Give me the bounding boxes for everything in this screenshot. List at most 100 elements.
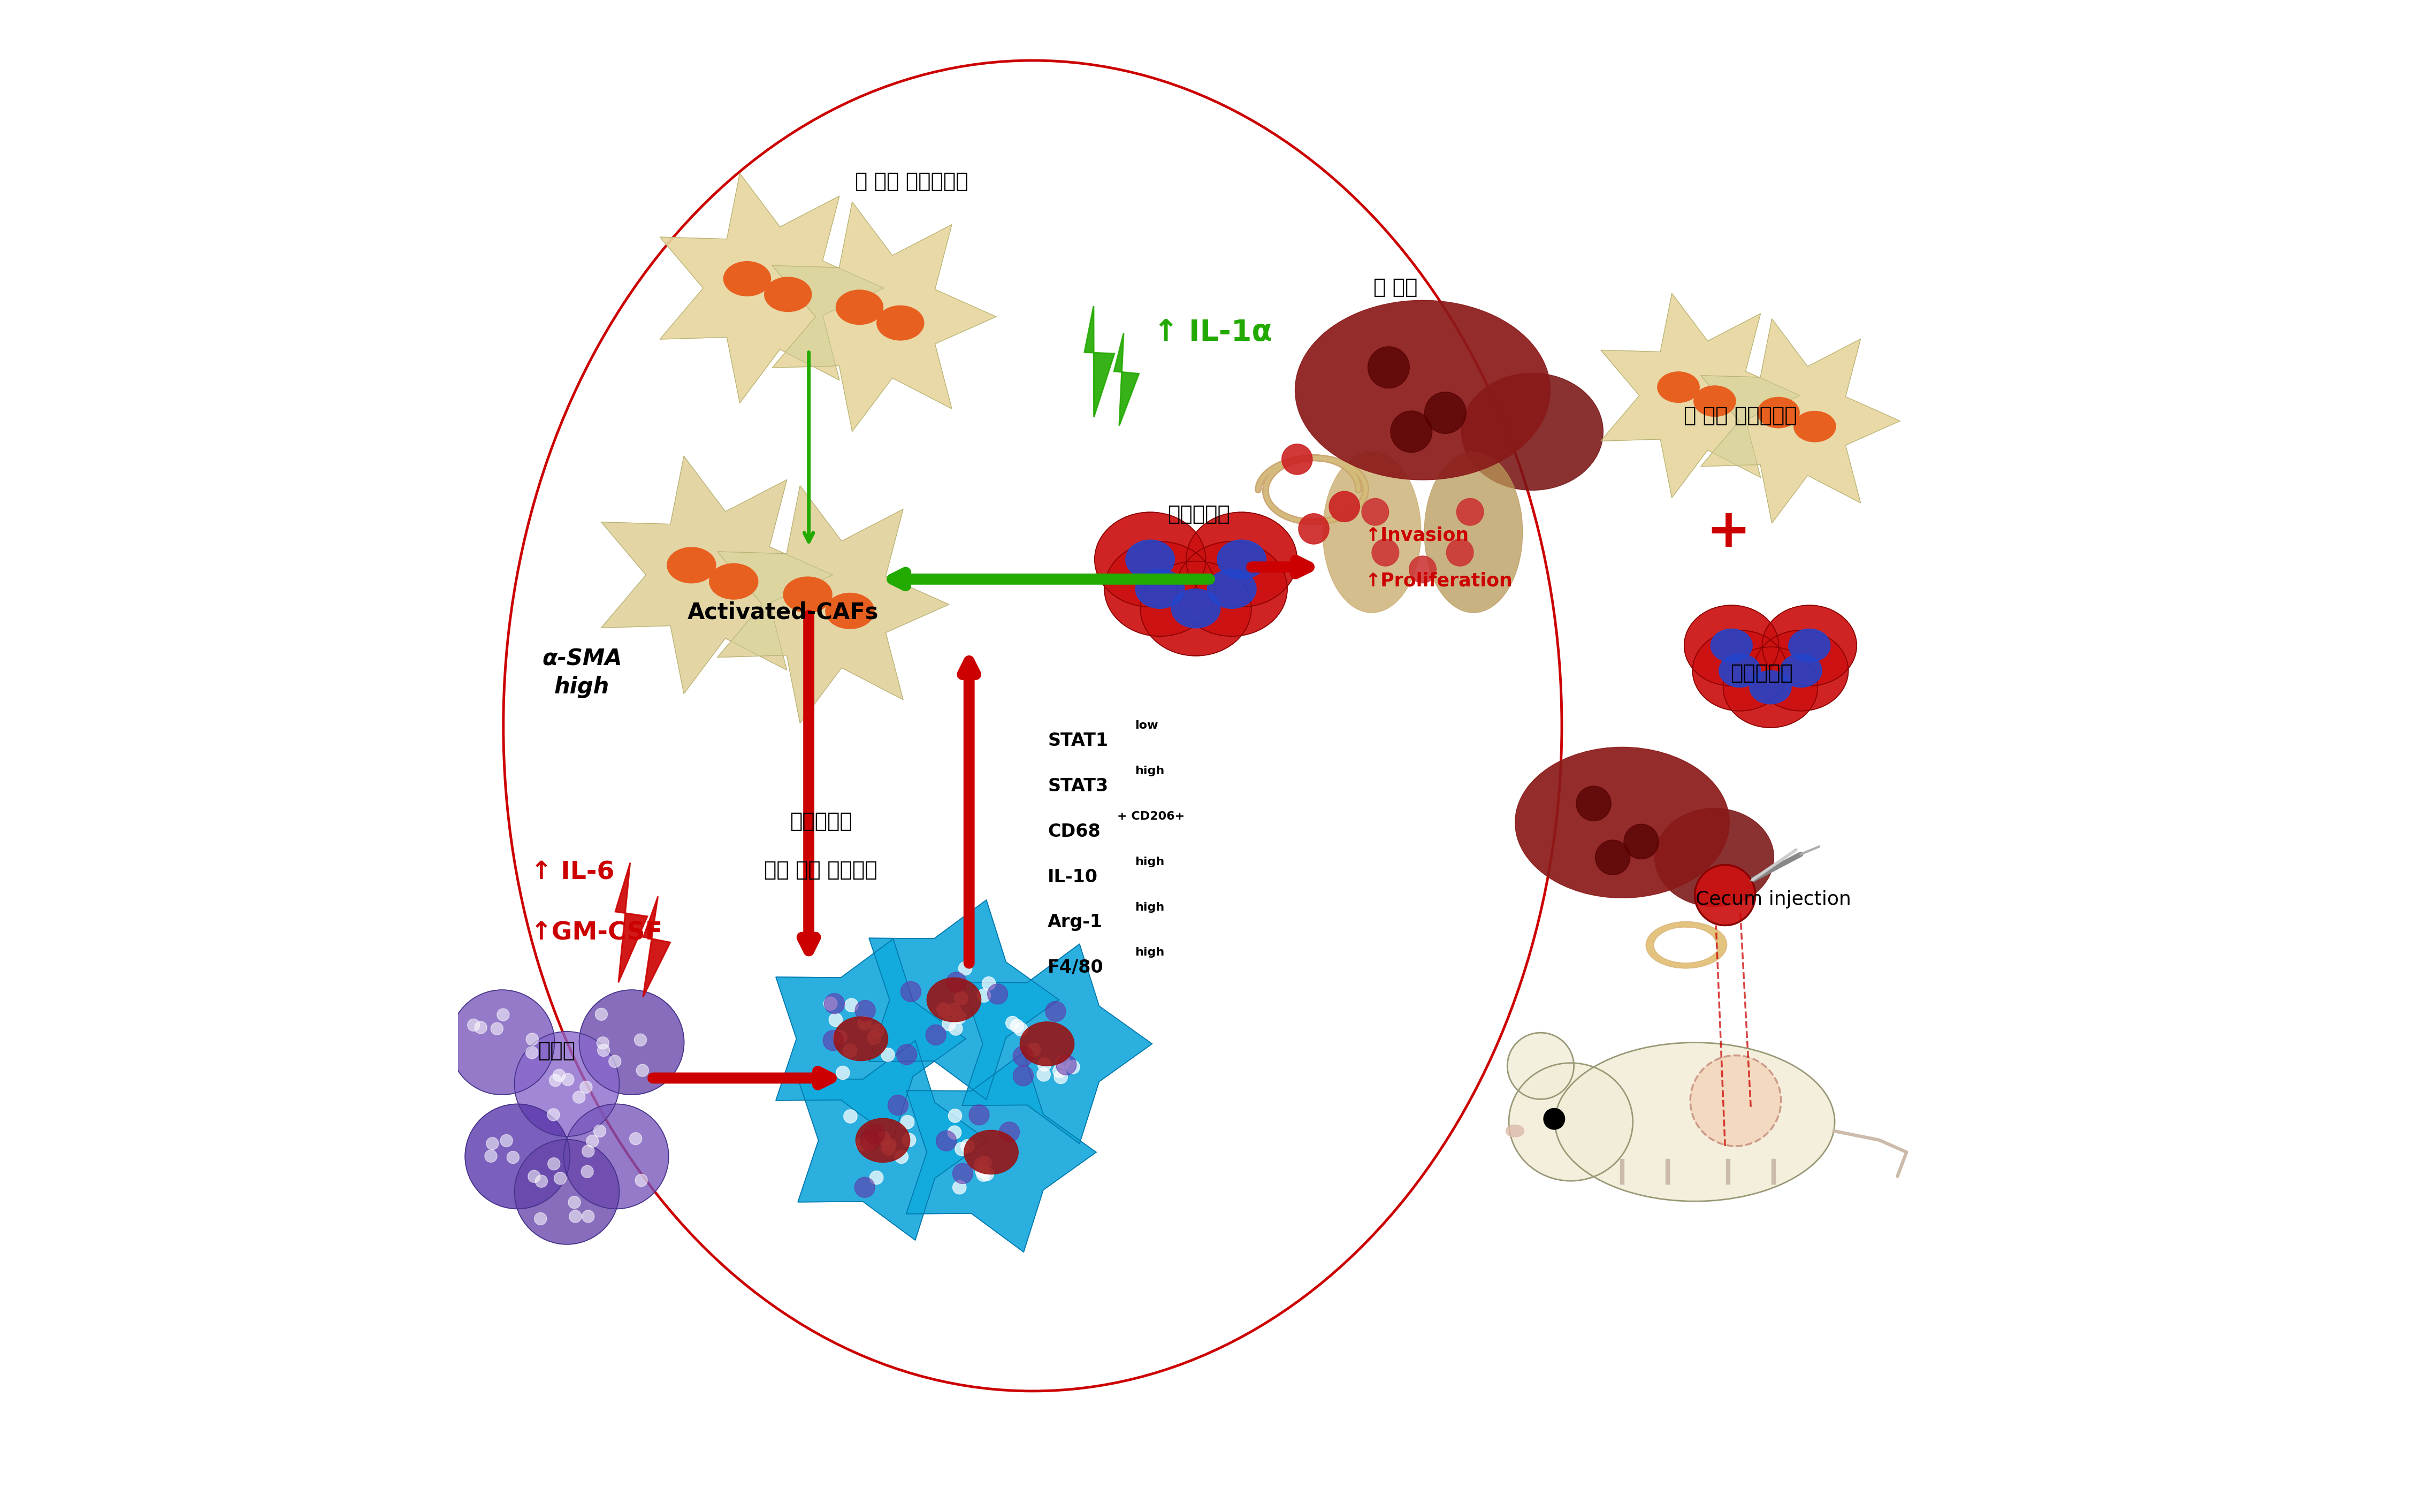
Circle shape [855, 1001, 877, 1021]
Circle shape [952, 1163, 974, 1184]
Circle shape [925, 1025, 947, 1045]
Ellipse shape [1656, 809, 1775, 907]
Circle shape [860, 1129, 881, 1151]
Circle shape [823, 993, 845, 1013]
Ellipse shape [1462, 373, 1602, 490]
Circle shape [1046, 1001, 1066, 1022]
Polygon shape [1700, 319, 1901, 523]
Circle shape [515, 1031, 619, 1137]
Ellipse shape [855, 1119, 910, 1163]
Text: high: high [1134, 856, 1163, 868]
Circle shape [952, 1181, 966, 1194]
Ellipse shape [1170, 588, 1221, 627]
Circle shape [954, 992, 969, 1005]
Ellipse shape [1105, 541, 1216, 637]
Text: ↑Proliferation: ↑Proliferation [1365, 572, 1513, 590]
Polygon shape [961, 943, 1151, 1143]
Circle shape [864, 1123, 884, 1145]
Circle shape [1508, 1033, 1573, 1099]
Circle shape [857, 1016, 872, 1030]
Circle shape [974, 1158, 988, 1172]
Circle shape [903, 1134, 915, 1146]
Ellipse shape [668, 547, 716, 584]
Circle shape [843, 1110, 857, 1123]
Circle shape [855, 1178, 874, 1198]
Ellipse shape [1175, 541, 1287, 637]
Ellipse shape [1685, 605, 1780, 686]
Polygon shape [869, 900, 1059, 1099]
Circle shape [636, 1175, 648, 1187]
Circle shape [1027, 1043, 1042, 1057]
Text: high: high [1134, 765, 1163, 777]
Ellipse shape [1515, 747, 1729, 898]
Circle shape [1005, 1016, 1020, 1030]
Circle shape [1037, 1058, 1051, 1070]
Circle shape [862, 1137, 877, 1151]
Circle shape [1447, 538, 1474, 565]
Circle shape [1362, 499, 1389, 526]
Circle shape [845, 998, 857, 1012]
Circle shape [978, 1157, 991, 1170]
Ellipse shape [1425, 452, 1522, 612]
Circle shape [823, 996, 838, 1010]
Circle shape [1595, 841, 1629, 875]
Circle shape [1695, 865, 1755, 925]
Ellipse shape [1692, 631, 1787, 711]
Text: ↑GM-CSF: ↑GM-CSF [532, 921, 663, 945]
Circle shape [843, 1043, 857, 1057]
Ellipse shape [964, 1129, 1017, 1175]
Circle shape [1624, 824, 1658, 859]
Ellipse shape [1763, 605, 1857, 686]
Polygon shape [1114, 333, 1139, 425]
Circle shape [583, 1210, 595, 1223]
Text: ↑ IL-6: ↑ IL-6 [532, 860, 614, 885]
Circle shape [580, 1166, 592, 1178]
Circle shape [1054, 1064, 1066, 1078]
Ellipse shape [1020, 1022, 1073, 1066]
Ellipse shape [1127, 540, 1175, 579]
Polygon shape [799, 1040, 988, 1240]
Ellipse shape [927, 978, 981, 1022]
Polygon shape [777, 939, 966, 1139]
Circle shape [580, 990, 685, 1095]
Circle shape [573, 1092, 585, 1104]
Text: 종양촉진성: 종양촉진성 [789, 812, 852, 832]
Polygon shape [1600, 293, 1799, 497]
Text: 암 전이: 암 전이 [1374, 277, 1418, 298]
Circle shape [961, 1140, 974, 1154]
Ellipse shape [1323, 452, 1420, 612]
Circle shape [554, 1069, 566, 1081]
Circle shape [833, 1030, 847, 1043]
Circle shape [949, 1022, 961, 1036]
Text: 대장암세포: 대장암세포 [1731, 662, 1792, 683]
Circle shape [947, 1002, 961, 1016]
Text: 암 연관 섬유모세포: 암 연관 섬유모세포 [855, 171, 969, 192]
Polygon shape [777, 939, 966, 1139]
Circle shape [597, 1037, 609, 1049]
Circle shape [959, 962, 971, 975]
Text: F4/80: F4/80 [1046, 959, 1105, 977]
Ellipse shape [724, 262, 770, 296]
Circle shape [1576, 786, 1612, 821]
Circle shape [1367, 346, 1408, 389]
Text: high: high [1134, 947, 1163, 959]
Circle shape [561, 1074, 573, 1086]
Ellipse shape [1758, 398, 1799, 428]
Ellipse shape [1719, 653, 1760, 688]
Circle shape [583, 1145, 595, 1157]
Polygon shape [906, 1052, 1095, 1252]
Ellipse shape [1141, 561, 1250, 656]
Circle shape [515, 1140, 619, 1244]
Polygon shape [772, 203, 995, 431]
Polygon shape [961, 943, 1151, 1143]
Circle shape [568, 1196, 580, 1208]
Ellipse shape [1216, 540, 1265, 579]
Circle shape [1012, 1046, 1034, 1066]
Circle shape [1000, 1122, 1020, 1142]
Circle shape [901, 1116, 915, 1129]
Circle shape [546, 1108, 558, 1120]
Circle shape [1056, 1055, 1071, 1069]
Circle shape [534, 1175, 549, 1187]
Text: Cecum injection: Cecum injection [1695, 891, 1850, 909]
Circle shape [1037, 1067, 1051, 1081]
